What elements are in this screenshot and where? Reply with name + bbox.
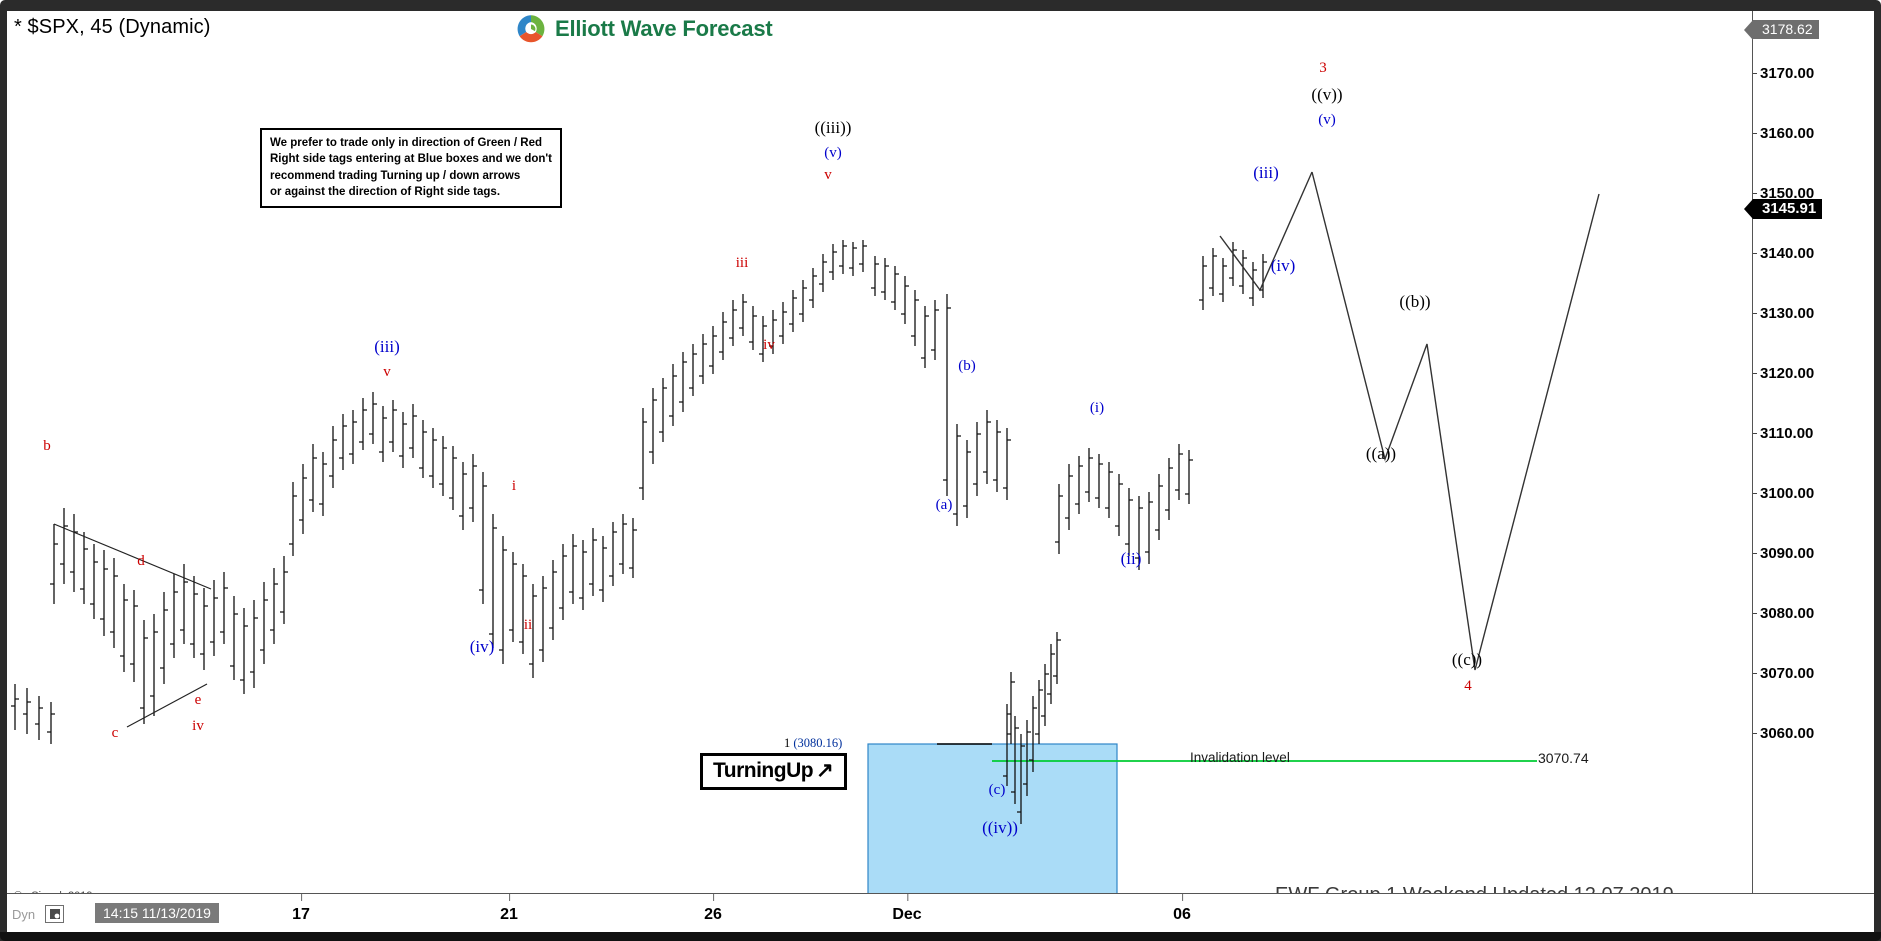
price-tick-3140: 3140.00 [1752, 245, 1815, 262]
price-tick-3170: 3170.00 [1752, 65, 1815, 82]
last-price-badge: 3145.91 [1743, 199, 1823, 219]
wave-label-28: (c) [988, 782, 1006, 798]
price-axis[interactable]: 3170.00 3160.00 3150.00 3140.00 3130.00 3120.… [1743, 11, 1874, 893]
wave-label-1: d [137, 553, 145, 569]
price-chart-svg [11, 171, 1600, 893]
wave-label-5: (iii) [374, 337, 400, 356]
window-left-edge [0, 11, 7, 941]
price-tick-3060: 3060.00 [1752, 725, 1815, 742]
symbol-title: * $SPX, 45 (Dynamic) [14, 16, 211, 38]
wave-label-6: v [383, 364, 391, 380]
time-tick-17: 17 [292, 894, 310, 923]
fib-top-price: (3080.16) [793, 736, 843, 750]
wave-label-27: 4 [1464, 678, 1472, 694]
price-tick-3100: 3100.00 [1752, 485, 1815, 502]
wave-label-3: e [194, 692, 202, 708]
wave-label-9: (iv) [469, 637, 495, 656]
price-tick-3070: 3070.00 [1752, 665, 1815, 682]
time-tick-06: 06 [1173, 894, 1191, 923]
wave-label-14: v [824, 167, 832, 183]
brand-name: Elliott Wave Forecast [555, 16, 773, 41]
invalidation-label: Invalidation level [1190, 750, 1290, 765]
price-tick-3130: 3130.00 [1752, 305, 1815, 322]
wave-label-17: (i) [1089, 400, 1105, 416]
wave-label-23: (v) [1318, 112, 1336, 128]
wave-label-0: b [43, 438, 51, 454]
wave-label-7: i [511, 478, 517, 494]
triangle-trendlines [53, 523, 212, 728]
high-price-badge: 3178.62 [1744, 20, 1819, 40]
brand-logo-block: Elliott Wave Forecast [516, 14, 773, 44]
ewf-swirl-logo-icon [516, 14, 546, 44]
time-tick-26: 26 [704, 894, 722, 923]
wave-label-13: (v) [824, 145, 842, 161]
feed-glyph-icon [49, 909, 60, 919]
price-tick-3080: 3080.00 [1752, 605, 1815, 622]
turning-up-arrow-icon: ↗ [816, 759, 834, 782]
time-tick-dec: Dec [892, 894, 922, 923]
turning-up-badge: TurningUp ↗ [700, 753, 847, 790]
wave-label-8: ii [523, 617, 533, 633]
blue-box-zone [867, 743, 1118, 893]
wave-label-10: iii [735, 255, 749, 271]
turning-up-label: TurningUp [713, 758, 814, 782]
wave-label-22: ((v)) [1311, 85, 1343, 104]
wave-label-24: ((b)) [1399, 292, 1431, 311]
trading-disclaimer-note: We prefer to trade only in direction of … [260, 128, 562, 209]
cursor-time-badge: 14:15 11/13/2019 [95, 903, 219, 923]
wave-label-26: ((c)) [1451, 650, 1483, 669]
wave-label-21: 3 [1319, 60, 1327, 76]
price-tick-3160: 3160.00 [1752, 125, 1815, 142]
fib-label-top: 1 (3080.16) [784, 736, 842, 751]
window-bottom-edge [0, 932, 1881, 941]
wave-label-4: iv [192, 718, 204, 734]
wave-label-19: (iii) [1253, 163, 1279, 182]
fib-top-ratio: 1 [784, 736, 791, 750]
time-axis[interactable]: Dyn 14:15 11/13/2019 17 21 26 Dec 06 [7, 893, 1874, 932]
price-tick-3150: 3150.00 [1752, 185, 1815, 202]
wave-label-15: (b) [958, 358, 976, 374]
window-right-edge [1874, 11, 1881, 941]
wave-label-12: ((iii)) [814, 118, 852, 137]
wave-label-25: ((a)) [1365, 444, 1397, 463]
time-tick-21: 21 [500, 894, 518, 923]
wave-label-18: (ii) [1120, 549, 1142, 568]
wave-label-2: c [111, 725, 119, 741]
wave-label-11: iv [763, 337, 775, 353]
dynamic-feed-icon[interactable] [45, 905, 64, 923]
price-tick-3110: 3110.00 [1752, 425, 1814, 442]
wave-label-29: ((iv)) [982, 818, 1018, 837]
wave-label-20: (iv) [1270, 256, 1296, 275]
dyn-mode-label: Dyn [12, 907, 36, 922]
forecast-projection-path [1219, 171, 1600, 671]
window-titlebar[interactable] [0, 0, 1881, 11]
wave-label-16: (a) [935, 497, 953, 513]
invalidation-value: 3070.74 [1538, 750, 1589, 766]
price-tick-3090: 3090.00 [1752, 545, 1815, 562]
chart-plot-area[interactable]: b d c e iv (iii) v i ii (iv) iii iv ((iii)) (v) v (b) (a… [7, 44, 1749, 893]
ohlc-bars [11, 240, 1267, 824]
price-tick-3120: 3120.00 [1752, 365, 1815, 382]
